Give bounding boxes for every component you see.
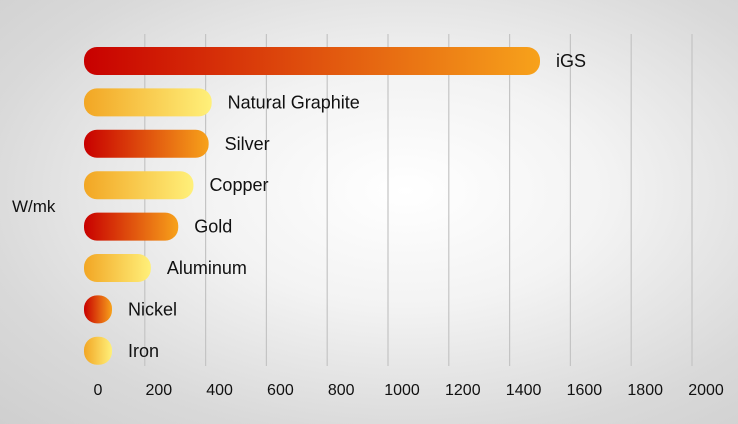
- bar-nickel: [84, 295, 112, 324]
- labels-layer: iGS Natural Graphite Silver Copper Gold Alumi…: [128, 51, 586, 361]
- x-tick-label: 600: [267, 382, 294, 399]
- category-label: Iron: [128, 341, 159, 361]
- x-tick-label: 200: [145, 382, 172, 399]
- bar-iron: [84, 336, 112, 365]
- category-label: Copper: [209, 175, 268, 195]
- ticks-layer: 0 200 400 600 800 1000 1200 1400 1600 1800 2000: [94, 382, 724, 399]
- x-tick-label: 1800: [627, 382, 663, 399]
- category-label: Aluminum: [167, 258, 247, 278]
- x-tick-label: 1600: [567, 382, 603, 399]
- bars-layer: [84, 47, 540, 365]
- bar-copper: [84, 171, 194, 200]
- x-tick-label: 1200: [445, 382, 481, 399]
- grid-layer: [144, 34, 693, 366]
- bar-igs: [84, 47, 540, 75]
- bar-natural-graphite: [84, 88, 212, 117]
- category-label: Silver: [225, 134, 270, 154]
- category-label: iGS: [556, 51, 586, 71]
- category-label: Natural Graphite: [228, 92, 360, 112]
- bar-silver: [84, 129, 209, 158]
- x-tick-label: 2000: [688, 382, 724, 399]
- x-tick-label: 1400: [506, 382, 542, 399]
- x-tick-label: 1000: [384, 382, 420, 399]
- x-tick-label: 0: [94, 382, 103, 399]
- x-tick-label: 800: [328, 382, 355, 399]
- bar-aluminum: [84, 254, 151, 282]
- x-tick-label: 400: [206, 382, 233, 399]
- bar-gold: [84, 212, 179, 241]
- y-axis-label: W/mk: [12, 197, 56, 216]
- category-label: Nickel: [128, 299, 177, 319]
- category-label: Gold: [194, 217, 232, 237]
